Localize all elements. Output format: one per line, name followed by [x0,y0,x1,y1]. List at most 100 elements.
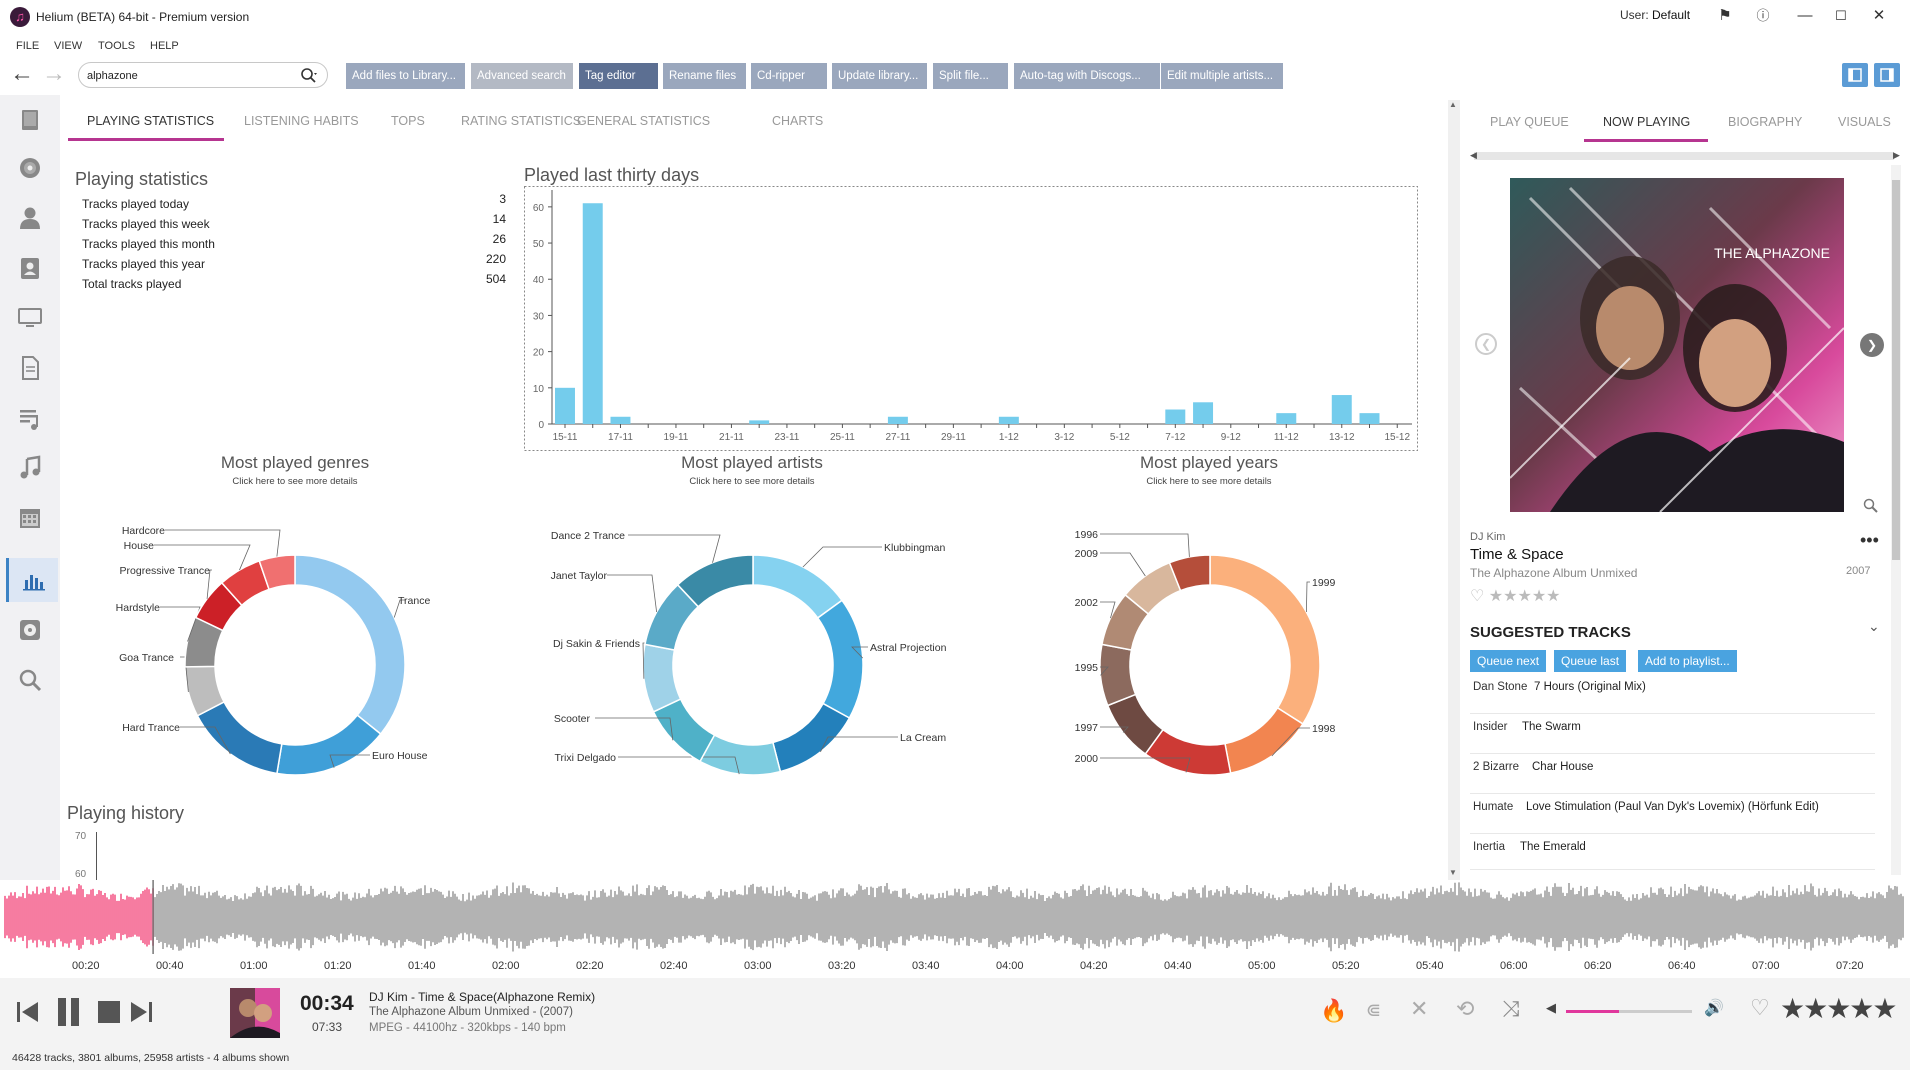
most-played-artists-chart[interactable]: Klubbingman Astral Projection La Cream Trix… [540,500,980,775]
suggested-track-row[interactable]: Inertia The Emerald [1470,836,1875,870]
sidebar-document-icon[interactable] [10,348,50,388]
suggested-track-row[interactable]: 2 Bizarre Char House [1470,756,1875,794]
collapse-chevron-icon[interactable]: ⌄ [1868,618,1880,634]
tab-now-playing[interactable]: NOW PLAYING [1603,115,1691,129]
album-art[interactable]: THE ALPHAZONE [1510,178,1844,512]
help-icon[interactable]: ⓘ [1756,8,1770,23]
right-panel-toggle[interactable] [1874,63,1900,87]
favorite-heart-icon[interactable]: ♡ [1750,995,1770,1020]
menu-file[interactable]: FILE [16,40,40,52]
tab-rating-statistics[interactable]: RATING STATISTICS [461,114,582,128]
waveform[interactable] [0,880,1910,954]
queue-mode-icon[interactable]: ⋐ [1366,1000,1382,1020]
auto-tag-discogs-button[interactable]: Auto-tag with Discogs... [1014,63,1160,89]
years-chart-title[interactable]: Most played years [1140,453,1278,472]
tab-biography[interactable]: BIOGRAPHY [1728,115,1803,129]
close-button[interactable]: ✕ [1872,7,1886,24]
sidebar-artists-icon[interactable] [10,198,50,238]
volume-up-icon[interactable]: 🔊 [1704,1000,1724,1017]
now-playing-artist[interactable]: DJ Kim [1470,531,1506,543]
tab-play-queue[interactable]: PLAY QUEUE [1490,115,1569,129]
playing-track[interactable]: DJ Kim - Time & Space(Alphazone Remix) [369,990,596,1004]
playing-album[interactable]: The Alphazone Album Unmixed - (2007) [369,1006,573,1018]
sidebar-calendar-icon[interactable] [10,498,50,538]
suggested-track-row[interactable]: Dan Stone 7 Hours (Original Mix) [1470,676,1875,714]
suggested-track-row[interactable]: Insider The Swarm [1470,716,1875,754]
advanced-search-button[interactable]: Advanced search [471,63,573,89]
update-library-button[interactable]: Update library... [832,63,927,89]
flag-icon[interactable]: ⚑ [1718,7,1732,24]
menu-help[interactable]: HELP [150,40,179,52]
stop-icon[interactable] [97,1000,121,1024]
scroll-up-arrow-icon[interactable]: ▲ [1449,100,1457,109]
search-icon[interactable] [299,66,319,84]
maximize-button[interactable]: ☐ [1835,8,1847,23]
previous-art-arrow-icon[interactable]: ❮ [1475,333,1497,355]
next-track-icon[interactable] [129,1000,153,1024]
suggested-track-row[interactable]: Humate Love Stimulation (Paul Van Dyk's L… [1470,796,1875,834]
queue-last-button[interactable]: Queue last [1554,650,1627,672]
tab-scroll-right-icon[interactable]: ▶ [1893,150,1900,160]
pause-icon[interactable] [56,996,82,1028]
now-playing-title[interactable]: Time & Space [1470,546,1564,563]
sidebar-contacts-icon[interactable] [10,248,50,288]
crossfade-icon[interactable]: ✕ [1410,996,1429,1021]
sidebar-statistics-icon[interactable] [6,558,58,602]
back-arrow-icon[interactable]: ← [10,60,34,87]
add-files-button[interactable]: Add files to Library... [346,63,465,89]
tab-scroll-left-icon[interactable]: ◀ [1470,150,1477,160]
menu-tools[interactable]: TOOLS [98,40,136,52]
genres-chart-subtitle[interactable]: Click here to see more details [232,476,358,487]
zoom-icon[interactable] [1863,498,1879,514]
edit-multiple-artists-button[interactable]: Edit multiple artists... [1161,63,1283,89]
previous-track-icon[interactable] [16,1000,40,1024]
user-indicator[interactable]: User: Default [1620,8,1691,22]
mini-album-art[interactable] [230,988,280,1038]
volume-down-icon[interactable]: ◀ [1546,1000,1556,1015]
artists-chart-subtitle[interactable]: Click here to see more details [689,476,815,487]
queue-next-button[interactable]: Queue next [1470,650,1547,672]
fire-icon[interactable]: 🔥 [1320,998,1348,1023]
player-rating-stars[interactable]: ★★★★★ [1780,993,1898,1024]
sidebar-search-icon[interactable] [10,660,50,700]
years-chart-subtitle[interactable]: Click here to see more details [1146,476,1272,487]
tab-charts[interactable]: CHARTS [772,114,824,128]
sidebar-albums-icon[interactable] [10,148,50,188]
more-options-icon[interactable]: ••• [1860,530,1879,550]
tab-scrollbar[interactable] [1474,152,1894,160]
main-scrollbar[interactable] [1448,100,1460,880]
tab-playing-statistics[interactable]: PLAYING STATISTICS [87,114,215,128]
now-playing-rating[interactable]: ♡ ★★★★★ [1470,586,1561,606]
scroll-down-arrow-icon[interactable]: ▼ [1449,868,1457,877]
rename-files-button[interactable]: Rename files [663,63,746,89]
genres-chart-title[interactable]: Most played genres [220,453,370,472]
menu-view[interactable]: VIEW [54,40,83,52]
tag-editor-button[interactable]: Tag editor [579,63,658,89]
sidebar-disc-icon[interactable] [10,610,50,650]
sidebar-monitor-icon[interactable] [10,298,50,338]
sidebar-music-note-icon[interactable] [10,448,50,488]
cd-ripper-button[interactable]: Cd-ripper [751,63,827,89]
rating-stars[interactable]: ★★★★★ [1488,588,1561,605]
artists-chart-title[interactable]: Most played artists [681,453,823,472]
sidebar-library-icon[interactable] [10,100,50,140]
favorite-heart-icon[interactable]: ♡ [1470,588,1485,605]
split-file-button[interactable]: Split file... [933,63,1008,89]
most-played-years-chart[interactable]: 1999 1998 2000 1997 1995 2002 2009 1996 [1050,500,1350,775]
volume-slider[interactable] [1566,1010,1692,1013]
minimize-button[interactable]: — [1797,7,1813,24]
shuffle-icon[interactable]: ⤨ [1502,996,1520,1021]
add-to-playlist-button[interactable]: Add to playlist... [1638,650,1737,672]
search-input[interactable] [87,67,287,84]
left-panel-toggle[interactable] [1842,63,1868,87]
repeat-icon[interactable]: ⟲ [1456,996,1475,1021]
next-art-arrow-icon[interactable]: ❯ [1860,333,1884,357]
right-panel-scroll-thumb[interactable] [1892,180,1900,560]
tab-general-statistics[interactable]: GENERAL STATISTICS [577,114,711,128]
sidebar-playlist-icon[interactable] [10,398,50,438]
tab-tops[interactable]: TOPS [391,114,425,128]
forward-arrow-icon[interactable]: → [42,60,66,87]
tab-listening-habits[interactable]: LISTENING HABITS [244,114,359,128]
tab-visuals[interactable]: VISUALS [1838,115,1891,129]
waveform-seekbar[interactable]: 00:20 00:40 01:00 01:20 01:40 02:00 02:20 02:40… [0,880,1910,978]
